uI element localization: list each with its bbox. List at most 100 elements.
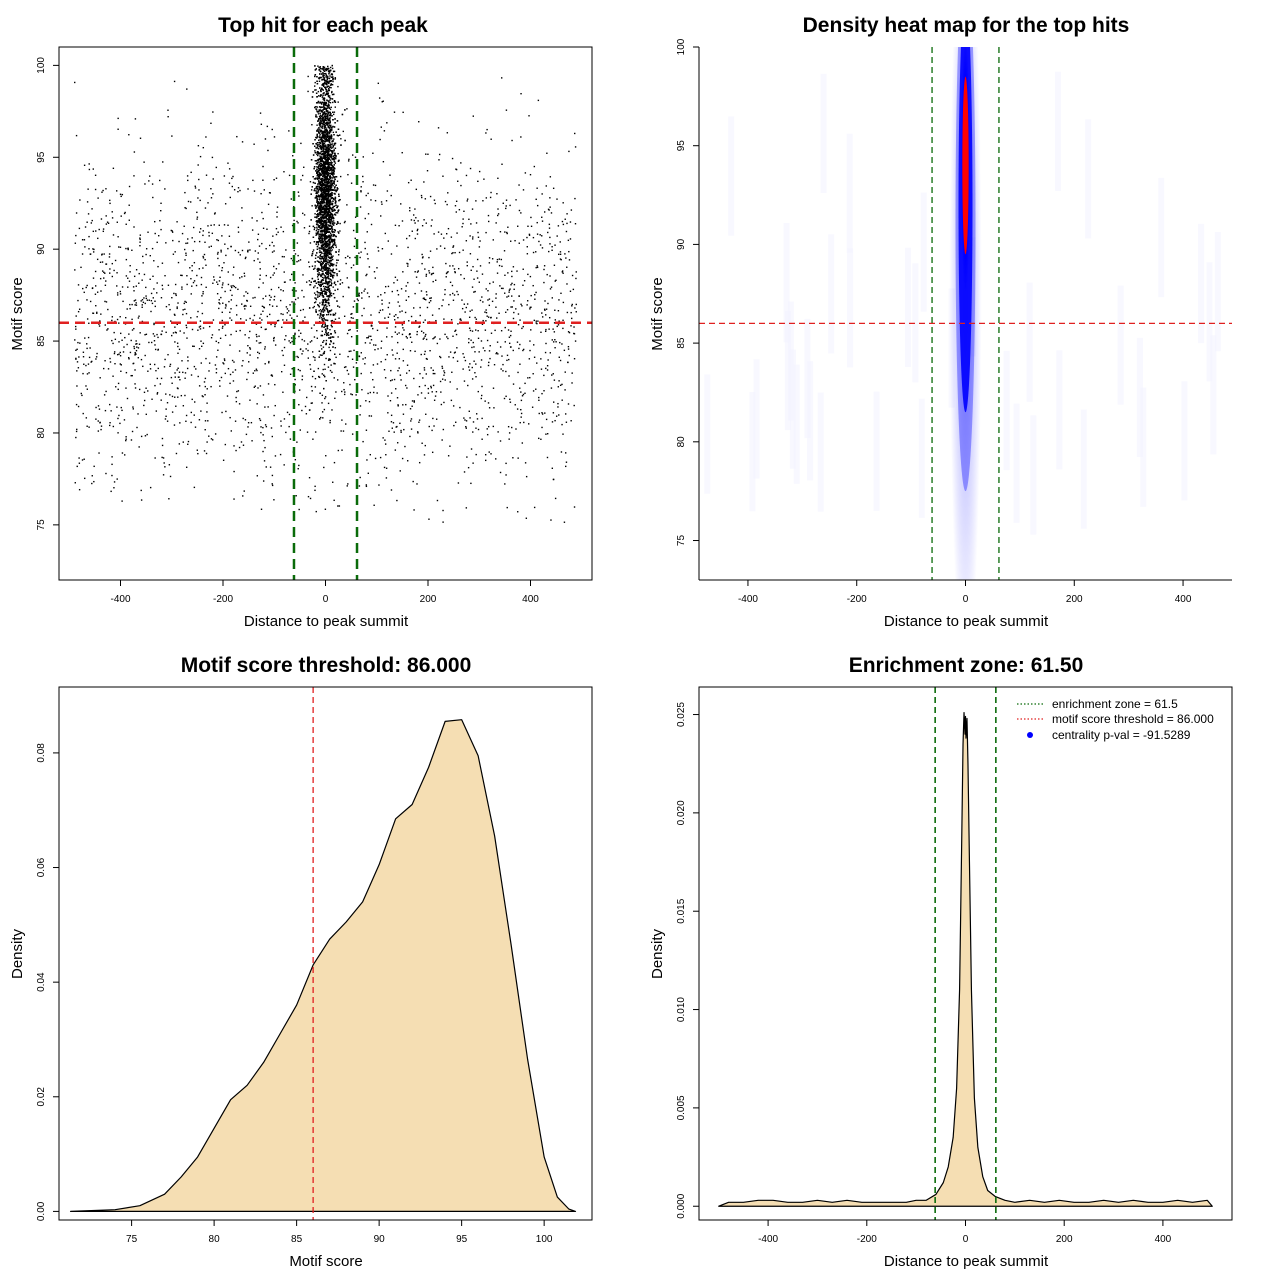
data-point (76, 370, 78, 372)
data-point (393, 431, 395, 433)
data-point (415, 217, 417, 219)
data-point (313, 324, 315, 326)
data-point (480, 397, 483, 400)
data-point (227, 271, 229, 273)
data-point (406, 364, 409, 366)
data-point (336, 274, 338, 277)
data-point (384, 377, 387, 379)
data-point (123, 346, 125, 348)
data-point (485, 309, 487, 311)
data-point (331, 90, 333, 93)
data-point (401, 220, 404, 222)
data-point (86, 284, 88, 287)
data-point (131, 329, 134, 331)
data-point (184, 300, 186, 303)
data-point (322, 188, 325, 191)
data-point (120, 215, 122, 217)
data-point (258, 352, 261, 355)
data-point (250, 421, 253, 424)
data-point (133, 347, 136, 350)
data-point (307, 349, 309, 352)
data-point (456, 232, 458, 234)
data-point (195, 368, 197, 370)
data-point (313, 301, 316, 304)
data-point (477, 428, 480, 431)
data-point (543, 281, 545, 284)
data-point (282, 391, 284, 393)
data-point (351, 393, 354, 396)
data-point (92, 230, 95, 233)
data-point (318, 183, 320, 185)
data-point (544, 300, 546, 302)
data-point (546, 433, 549, 435)
data-point (552, 412, 555, 414)
data-point (557, 225, 560, 227)
data-point (237, 187, 240, 189)
data-point (430, 225, 432, 227)
data-point (330, 250, 332, 252)
data-point (347, 160, 350, 162)
data-point (95, 418, 97, 420)
data-point (324, 246, 326, 248)
data-point (199, 228, 202, 230)
data-point (315, 309, 317, 311)
data-point (529, 173, 532, 176)
data-point (521, 442, 524, 444)
data-point (88, 372, 90, 374)
data-point (109, 268, 111, 270)
data-point (87, 363, 90, 365)
data-point (334, 214, 337, 216)
data-point (190, 421, 192, 424)
data-point (470, 339, 472, 341)
data-point (105, 472, 107, 475)
data-point (574, 223, 577, 225)
data-point (186, 367, 189, 370)
data-point (328, 265, 330, 267)
data-point (161, 262, 164, 264)
data-point (273, 499, 275, 501)
data-point (479, 240, 481, 242)
data-point (461, 299, 463, 301)
data-point (247, 422, 250, 424)
data-point (328, 247, 331, 250)
data-point (471, 309, 473, 311)
data-point (156, 241, 158, 244)
data-point (304, 405, 307, 408)
data-point (317, 214, 319, 216)
data-point (524, 172, 527, 174)
data-point (552, 478, 555, 481)
data-point (419, 306, 421, 309)
data-point (568, 259, 571, 261)
data-point (443, 372, 446, 374)
data-point (325, 154, 328, 156)
data-point (104, 324, 106, 326)
data-point (119, 332, 122, 335)
data-point (445, 272, 448, 275)
data-point (364, 288, 366, 290)
data-point (566, 266, 568, 268)
data-point (131, 318, 133, 321)
data-point (185, 254, 187, 257)
data-point (286, 308, 289, 310)
data-point (530, 329, 532, 331)
data-point (249, 348, 252, 350)
data-point (308, 232, 310, 235)
data-point (456, 347, 458, 349)
data-point (411, 400, 414, 402)
data-point (341, 282, 344, 284)
data-point (319, 159, 322, 161)
data-point (370, 339, 373, 341)
data-point (224, 243, 226, 245)
data-point (142, 255, 144, 258)
data-point (374, 277, 376, 279)
data-point (246, 378, 248, 381)
data-point (496, 258, 499, 261)
data-point (294, 333, 296, 336)
data-point (524, 382, 526, 385)
data-point (305, 413, 308, 415)
data-point (282, 354, 284, 357)
data-point (407, 263, 409, 265)
data-point (338, 250, 340, 253)
data-point (553, 264, 556, 266)
data-point (119, 293, 122, 295)
